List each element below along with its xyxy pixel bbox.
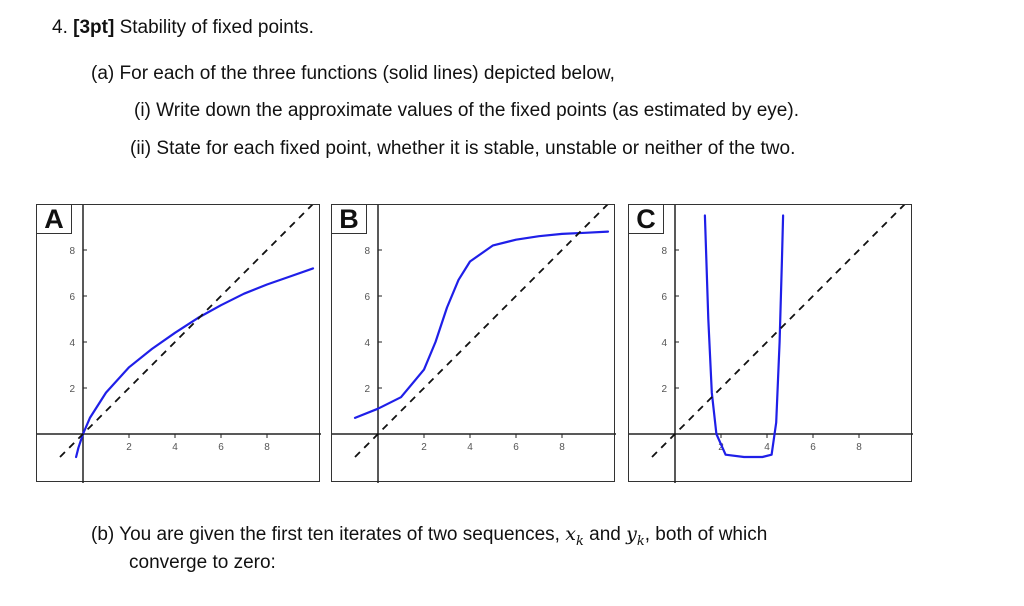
y-tick-label: 6 xyxy=(69,292,75,303)
panel-b: 2 4 6 8 2 4 6 8 B xyxy=(331,204,616,483)
sub-x: k xyxy=(575,533,584,549)
y-tick-label: 2 xyxy=(69,384,75,395)
problem-title: Stability of fixed points. xyxy=(119,17,314,38)
problem-points: [3pt] xyxy=(73,17,115,38)
diagonal-line xyxy=(59,205,314,458)
part-b-line-2: converge to zero: xyxy=(129,551,276,575)
x-tick-label: 6 xyxy=(513,442,519,453)
y-tick-label: 8 xyxy=(661,246,667,257)
chart-a: 2 4 6 8 2 4 6 8 xyxy=(37,205,321,483)
x-tick-label: 4 xyxy=(467,442,473,453)
sub-y: k xyxy=(636,533,645,549)
x-tick-label: 8 xyxy=(559,442,565,453)
y-tick-label: 4 xyxy=(364,338,370,349)
part-b-text-2: , both of which xyxy=(644,524,768,545)
part-a-label: (a) xyxy=(91,63,115,84)
x-tick-label: 4 xyxy=(172,442,178,453)
diagonal-line xyxy=(354,205,609,458)
chart-b: 2 4 6 8 2 4 6 8 xyxy=(332,205,616,483)
part-b-text-3: converge to zero: xyxy=(129,552,276,573)
part-a-intro: (a) For each of the three functions (sol… xyxy=(91,62,615,86)
part-a-item-i: (i) Write down the approximate values of… xyxy=(134,99,799,123)
panel-a: 2 4 6 8 2 4 6 8 A xyxy=(36,204,321,483)
panel-b-label: B xyxy=(331,204,367,234)
x-tick-label: 8 xyxy=(856,442,862,453)
problem-number: 4. xyxy=(52,17,68,38)
y-tick-label: 2 xyxy=(364,384,370,395)
part-a-text: For each of the three functions (solid l… xyxy=(119,63,615,84)
x-tick-label: 8 xyxy=(264,442,270,453)
part-b-label: (b) xyxy=(91,524,115,545)
x-tick-label: 6 xyxy=(218,442,224,453)
function-curve xyxy=(703,214,785,459)
y-tick-label: 6 xyxy=(364,292,370,303)
y-tick-label: 6 xyxy=(661,292,667,303)
plot-area: 2 4 6 8 2 4 6 8 xyxy=(332,205,616,483)
x-tick-label: 4 xyxy=(764,442,770,453)
item-i-text: Write down the approximate values of the… xyxy=(156,100,799,121)
x-tick-label: 6 xyxy=(810,442,816,453)
item-ii-label: (ii) xyxy=(130,138,152,159)
part-b-and: and xyxy=(589,524,621,545)
y-tick-label: 8 xyxy=(364,246,370,257)
part-a-item-ii: (ii) State for each fixed point, whether… xyxy=(130,137,795,161)
var-x: x xyxy=(565,523,576,545)
function-curve xyxy=(75,267,315,459)
panel-c-label: C xyxy=(628,204,664,234)
y-tick-label: 4 xyxy=(661,338,667,349)
part-b-line-1: (b) You are given the first ten iterates… xyxy=(91,522,767,554)
y-tick-label: 2 xyxy=(661,384,667,395)
diagonal-line xyxy=(651,205,906,458)
y-tick-label: 8 xyxy=(69,246,75,257)
item-ii-text: State for each fixed point, whether it i… xyxy=(156,138,796,159)
panel-a-label: A xyxy=(36,204,72,234)
x-tick-label: 2 xyxy=(421,442,427,453)
x-tick-label: 2 xyxy=(126,442,132,453)
function-curve xyxy=(353,230,610,419)
plot-area: 2 4 6 8 2 4 6 8 xyxy=(37,205,321,483)
item-i-label: (i) xyxy=(134,100,151,121)
y-tick-label: 4 xyxy=(69,338,75,349)
problem-heading: 4. [3pt] Stability of fixed points. xyxy=(52,16,314,40)
var-y: y xyxy=(626,523,637,545)
part-b-text-1: You are given the first ten iterates of … xyxy=(119,524,560,545)
